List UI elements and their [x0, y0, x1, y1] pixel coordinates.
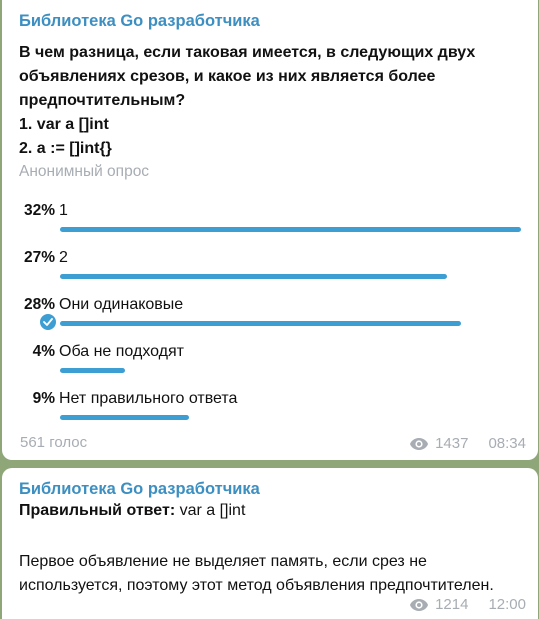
option-bar: [60, 274, 447, 279]
question-line: 2. a := []int{}: [19, 140, 112, 157]
option-percent: 28%: [23, 296, 55, 313]
message-time: 08:34: [488, 435, 526, 452]
option-percent: 9%: [32, 390, 55, 407]
message-meta: 1437 08:34: [409, 435, 526, 452]
option-bar: [60, 415, 189, 420]
view-count: 1437: [435, 435, 469, 452]
poll-message: Библиотека Go разработчика В чем разница…: [2, 0, 538, 460]
poll-option[interactable]: 27% 2: [2, 249, 538, 293]
correct-answer: Правильный ответ: var a []int: [19, 502, 245, 520]
option-bar: [60, 227, 521, 232]
eye-icon: [410, 437, 429, 450]
answer-value: var a []int: [179, 502, 246, 519]
answer-explanation: Первое объявление не выделяет память, ес…: [19, 550, 533, 598]
message-meta: 1214 12:00: [409, 596, 526, 613]
channel-name[interactable]: Библиотека Go разработчика: [19, 480, 260, 498]
poll-option[interactable]: 28% Они одинаковые: [2, 296, 538, 340]
question-line: 1. var a []int: [19, 116, 109, 133]
option-label: Нет правильного ответа: [59, 390, 238, 407]
option-label: Оба не подходят: [59, 343, 185, 360]
option-percent: 4%: [32, 343, 55, 360]
view-count: 1214: [435, 596, 469, 613]
vote-count[interactable]: 561 голос: [20, 434, 88, 451]
option-label: Они одинаковые: [59, 296, 184, 313]
check-icon: [38, 312, 58, 332]
question-line: объявлениях срезов, и какое из них являе…: [19, 68, 436, 85]
poll-type: Анонимный опрос: [19, 163, 150, 180]
option-bar: [60, 321, 461, 326]
option-percent: 27%: [23, 249, 55, 266]
option-percent: 32%: [23, 202, 55, 219]
question-line: предпочтительным?: [19, 92, 186, 109]
answer-message: Библиотека Go разработчика Правильный от…: [2, 468, 538, 619]
question-line: В чем разница, если таковая имеется, в с…: [19, 44, 476, 61]
answer-label: Правильный ответ:: [19, 502, 176, 519]
explanation-line: Первое объявление не выделяет память, ес…: [19, 553, 427, 570]
option-bar: [60, 368, 125, 373]
message-time: 12:00: [488, 596, 526, 613]
option-label: 2: [59, 249, 68, 266]
option-label: 1: [59, 202, 68, 219]
eye-icon: [410, 598, 429, 611]
explanation-line: используется, поэтому этот метод объявле…: [19, 577, 494, 594]
channel-name[interactable]: Библиотека Go разработчика: [19, 12, 260, 30]
poll-option[interactable]: 32% 1: [2, 202, 538, 246]
poll-question: В чем разница, если таковая имеется, в с…: [19, 41, 529, 161]
poll-option[interactable]: 4% Оба не подходят: [2, 343, 538, 387]
poll-option[interactable]: 9% Нет правильного ответа: [2, 390, 538, 434]
